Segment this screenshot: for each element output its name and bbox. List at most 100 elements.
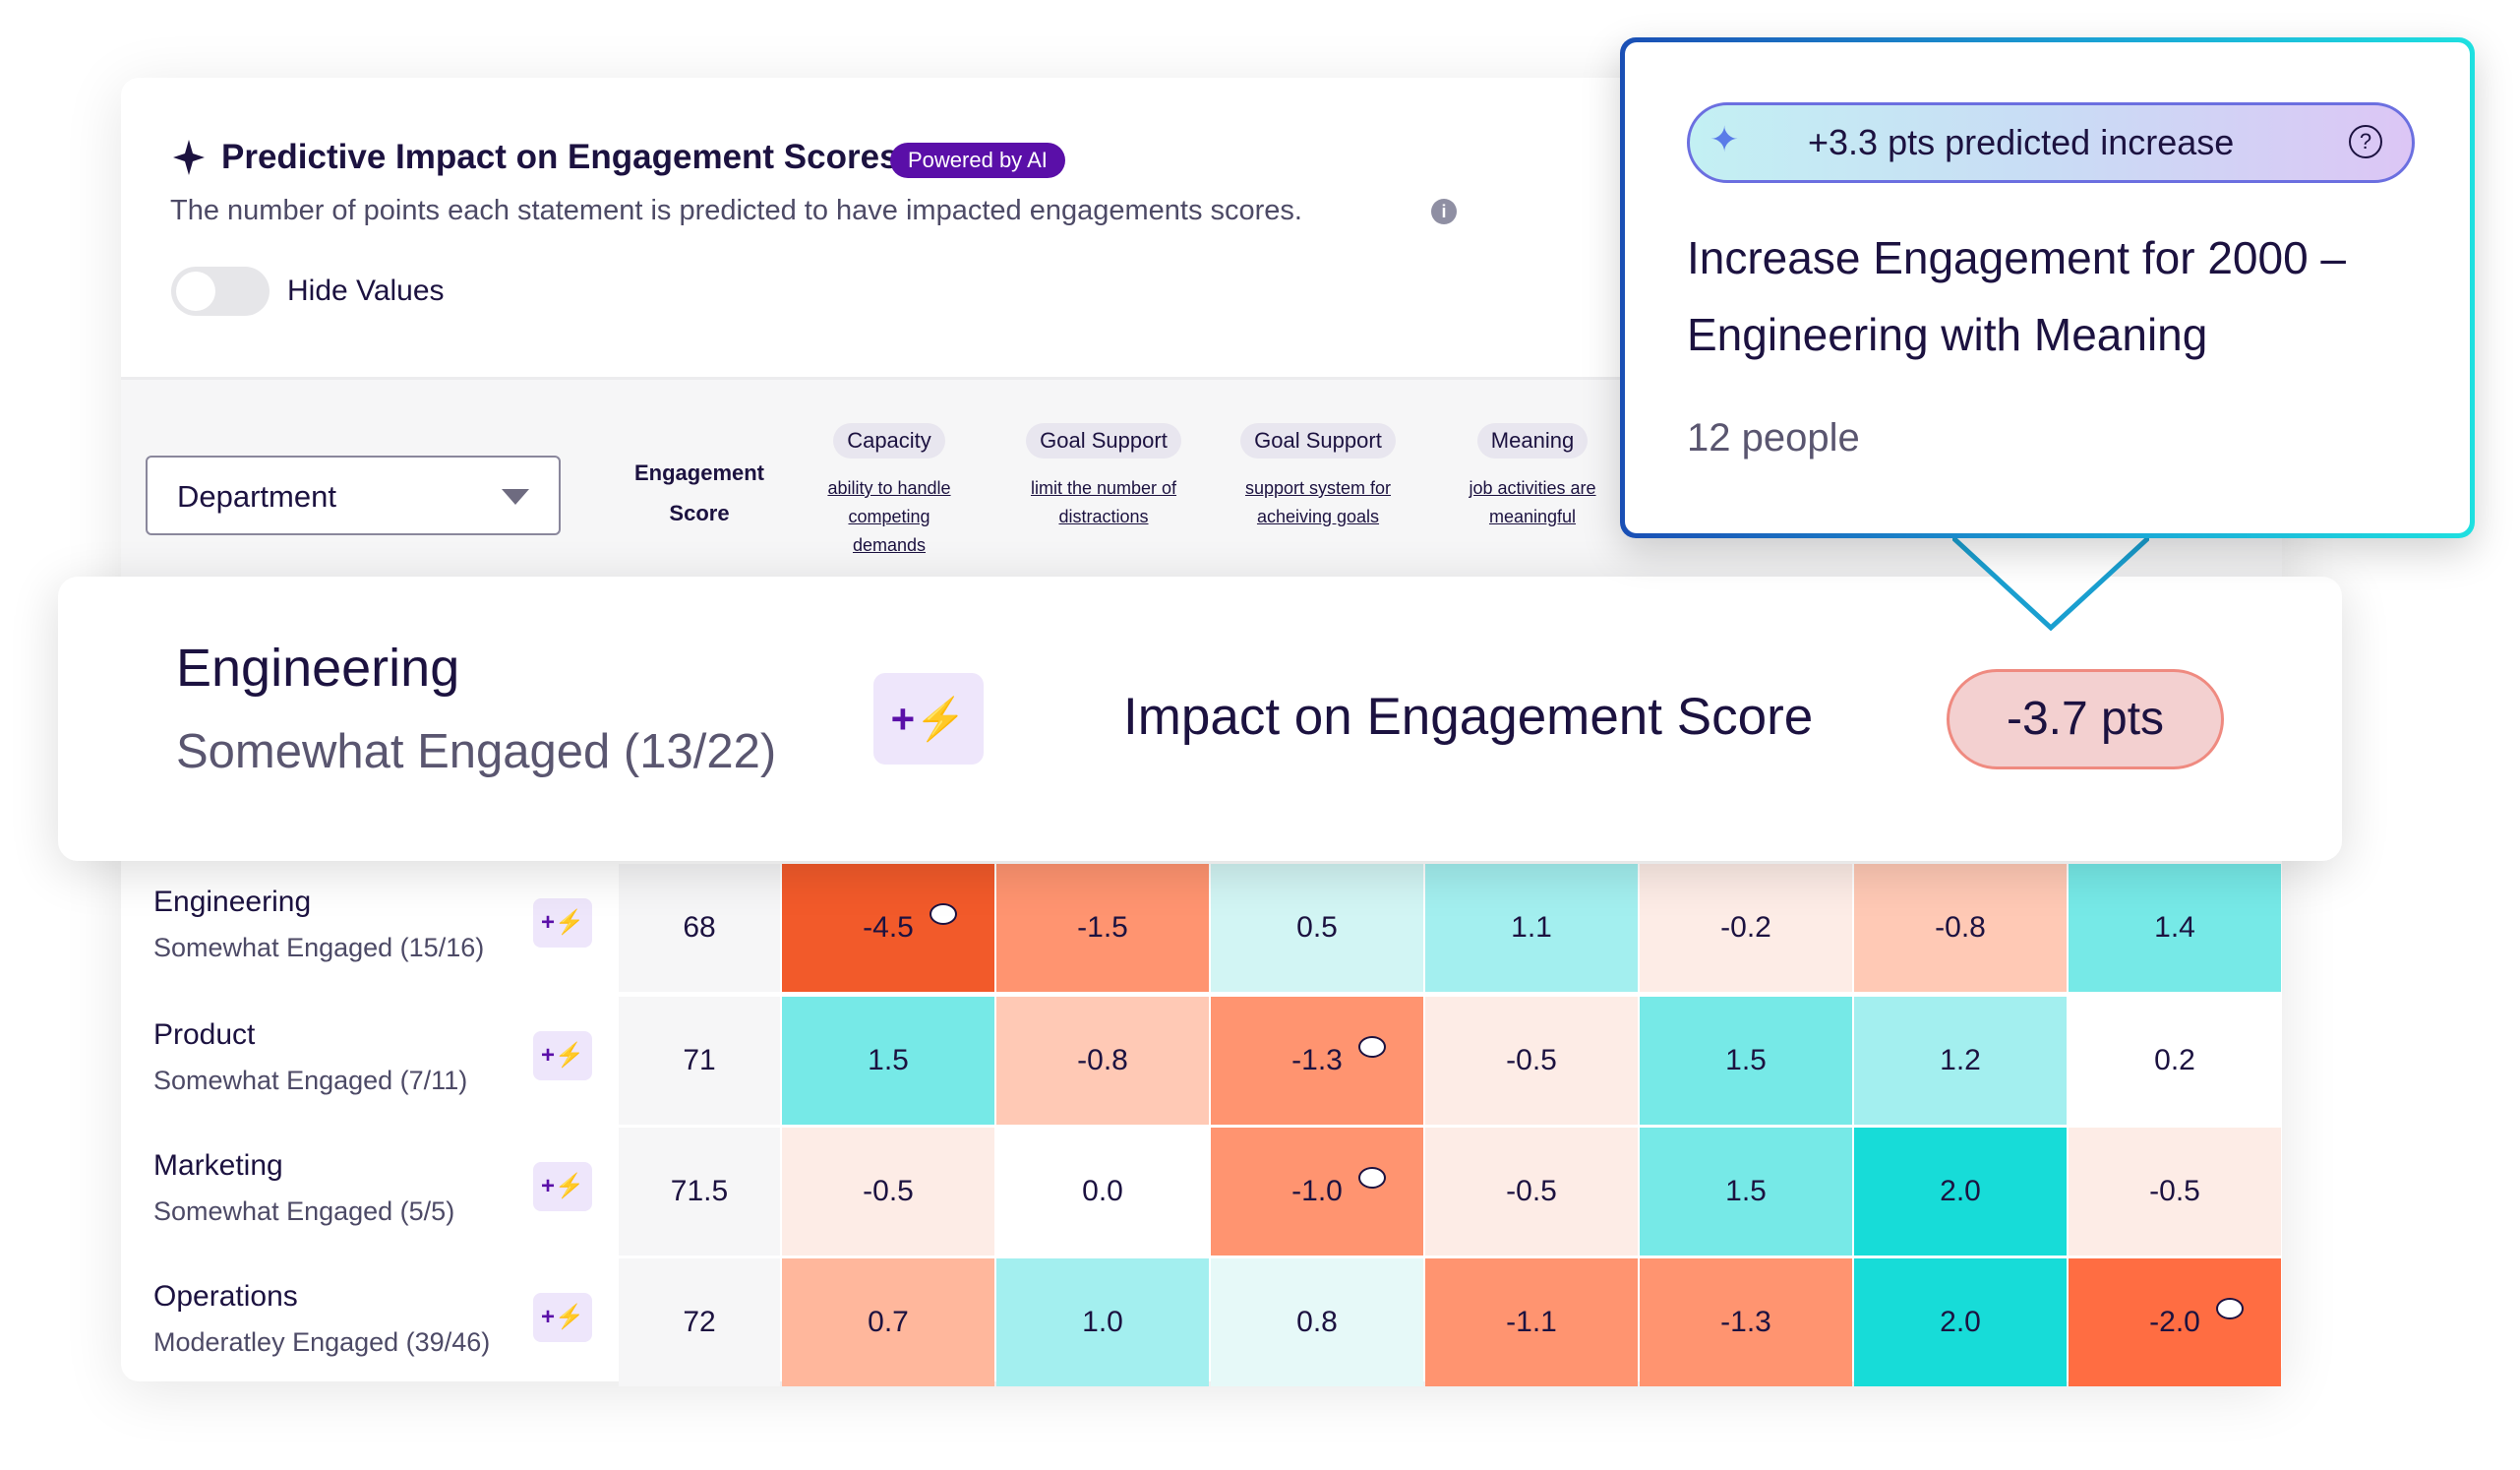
impact-cell[interactable]: 0.2 [2069, 997, 2281, 1125]
impact-cell[interactable]: 2.0 [1854, 1258, 2067, 1386]
engagement-score-cell: 72 [619, 1258, 780, 1386]
impact-cell[interactable]: 1.2 [1854, 997, 2067, 1125]
impact-cell[interactable]: -0.8 [996, 997, 1209, 1125]
impact-value: -0.2 [1720, 911, 1771, 944]
boost-action-button[interactable]: +⚡ [533, 898, 592, 948]
boost-action-button[interactable]: +⚡ [533, 1162, 592, 1211]
highlight-status: Somewhat Engaged (13/22) [176, 725, 777, 778]
impact-value-badge: -3.7 pts [1947, 669, 2224, 769]
prediction-tooltip: ✦ +3.3 pts predicted increase ? Increase… [1620, 37, 2475, 538]
help-icon[interactable]: ? [2349, 125, 2382, 158]
impact-cell[interactable]: -1.1 [1425, 1258, 1638, 1386]
row-name: Engineering [153, 886, 312, 918]
impact-cell[interactable]: -1.3 [1211, 997, 1423, 1125]
department-select[interactable]: Department [146, 456, 561, 535]
impact-cell[interactable]: 1.5 [1640, 1128, 1852, 1256]
impact-cell[interactable]: -0.8 [1854, 864, 2067, 992]
impact-cell[interactable]: 0.8 [1211, 1258, 1423, 1386]
table-row-label: Product Somewhat Engaged (7/11) +⚡ [153, 997, 616, 1127]
hide-values-label: Hide Values [287, 275, 445, 307]
impact-value: -0.8 [1935, 911, 1986, 944]
category-pill: Capacity [833, 423, 945, 459]
impact-cell[interactable]: 1.4 [2069, 864, 2281, 992]
impact-cell[interactable]: 1.5 [1640, 997, 1852, 1125]
impact-value: -0.5 [1506, 1175, 1557, 1207]
powered-by-ai-badge: Powered by AI [890, 143, 1065, 178]
impact-value: 0.2 [2154, 1044, 2195, 1076]
impact-cell[interactable]: -1.3 [1640, 1258, 1852, 1386]
statement-link[interactable]: ability to handle competing demands [827, 478, 951, 555]
impact-value: -1.3 [1291, 1044, 1343, 1076]
impact-value: -2.0 [2149, 1306, 2200, 1338]
impact-cell[interactable]: -2.0 [2069, 1258, 2281, 1386]
sparkle-icon: ✦ [1710, 119, 1740, 159]
comment-icon[interactable] [1358, 1036, 1386, 1058]
impact-cell[interactable]: -1.5 [996, 864, 1209, 992]
row-status: Somewhat Engaged (15/16) [153, 933, 485, 962]
impact-cell[interactable]: -0.5 [782, 1128, 994, 1256]
tooltip-title: Increase Engagement for 2000 – Engineeri… [1687, 232, 2347, 360]
impact-cell[interactable]: 1.1 [1425, 864, 1638, 992]
engagement-score-cell: 68 [619, 864, 780, 992]
impact-value: -0.8 [1077, 1044, 1128, 1076]
tooltip-people-count: 12 people [1687, 416, 1860, 459]
statement-link[interactable]: limit the number of distractions [1030, 478, 1177, 526]
predicted-increase-text: +3.3 pts predicted increase [1808, 122, 2235, 162]
column-header: Capacity ability to handle competing dema… [782, 423, 996, 560]
impact-cell[interactable]: -0.5 [1425, 1128, 1638, 1256]
impact-value: 2.0 [1940, 1306, 1981, 1338]
impact-value: -1.3 [1720, 1306, 1771, 1338]
row-status: Moderatley Engaged (39/46) [153, 1327, 491, 1357]
impact-value: 1.5 [868, 1044, 909, 1076]
column-header: Goal Support limit the number of distract… [996, 423, 1211, 531]
impact-cell[interactable]: -0.2 [1640, 864, 1852, 992]
impact-value: 0.5 [1296, 911, 1338, 944]
impact-value: -0.5 [2149, 1175, 2200, 1207]
table-row-label: Engineering Somewhat Engaged (15/16) +⚡ [153, 864, 616, 994]
impact-cell[interactable]: -4.5 [782, 864, 994, 992]
impact-value: 0.0 [1082, 1175, 1123, 1207]
comment-icon[interactable] [1358, 1167, 1386, 1189]
department-select-value: Department [177, 479, 336, 514]
boost-action-button[interactable]: +⚡ [533, 1031, 592, 1080]
comment-icon[interactable] [930, 903, 957, 925]
impact-value: 1.2 [1940, 1044, 1981, 1076]
impact-value: 1.4 [2154, 911, 2195, 944]
chevron-down-icon [502, 489, 529, 505]
impact-cell[interactable]: 1.5 [782, 997, 994, 1125]
hide-values-toggle[interactable] [171, 267, 270, 316]
highlight-row-card: Engineering Somewhat Engaged (13/22) +⚡ … [58, 577, 2342, 861]
impact-cell[interactable]: 2.0 [1854, 1128, 2067, 1256]
impact-value: 2.0 [1940, 1175, 1981, 1207]
boost-action-button[interactable]: +⚡ [533, 1293, 592, 1342]
impact-value: 1.5 [1725, 1175, 1767, 1207]
row-name: Operations [153, 1280, 298, 1313]
boost-action-button[interactable]: +⚡ [873, 673, 984, 765]
impact-cell[interactable]: 1.0 [996, 1258, 1209, 1386]
engagement-score-cell: 71 [619, 997, 780, 1125]
engagement-score-header: Engagement Score [633, 460, 765, 525]
impact-value: -1.5 [1077, 911, 1128, 944]
table-row-label: Operations Moderatley Engaged (39/46) +⚡ [153, 1258, 616, 1388]
impact-value: 0.8 [1296, 1306, 1338, 1338]
row-name: Product [153, 1018, 256, 1051]
impact-value: 1.5 [1725, 1044, 1767, 1076]
info-icon[interactable]: i [1431, 199, 1457, 224]
impact-cell[interactable]: 0.0 [996, 1128, 1209, 1256]
statement-link[interactable]: job activities are meaningful [1469, 478, 1596, 526]
impact-value: 0.7 [868, 1306, 909, 1338]
tooltip-pointer [1952, 529, 2149, 632]
impact-cell[interactable]: 0.7 [782, 1258, 994, 1386]
sparkle-icon [173, 140, 205, 175]
panel-description: The number of points each statement is p… [170, 195, 1302, 226]
impact-value: -4.5 [863, 911, 914, 944]
statement-link[interactable]: support system for acheiving goals [1244, 478, 1392, 526]
panel-title: Predictive Impact on Engagement Scores [221, 138, 899, 176]
highlight-name: Engineering [176, 639, 460, 698]
comment-icon[interactable] [2216, 1298, 2244, 1319]
impact-cell[interactable]: -0.5 [1425, 997, 1638, 1125]
impact-cell[interactable]: -1.0 [1211, 1128, 1423, 1256]
impact-cell[interactable]: -0.5 [2069, 1128, 2281, 1256]
impact-value: -0.5 [1506, 1044, 1557, 1076]
impact-cell[interactable]: 0.5 [1211, 864, 1423, 992]
